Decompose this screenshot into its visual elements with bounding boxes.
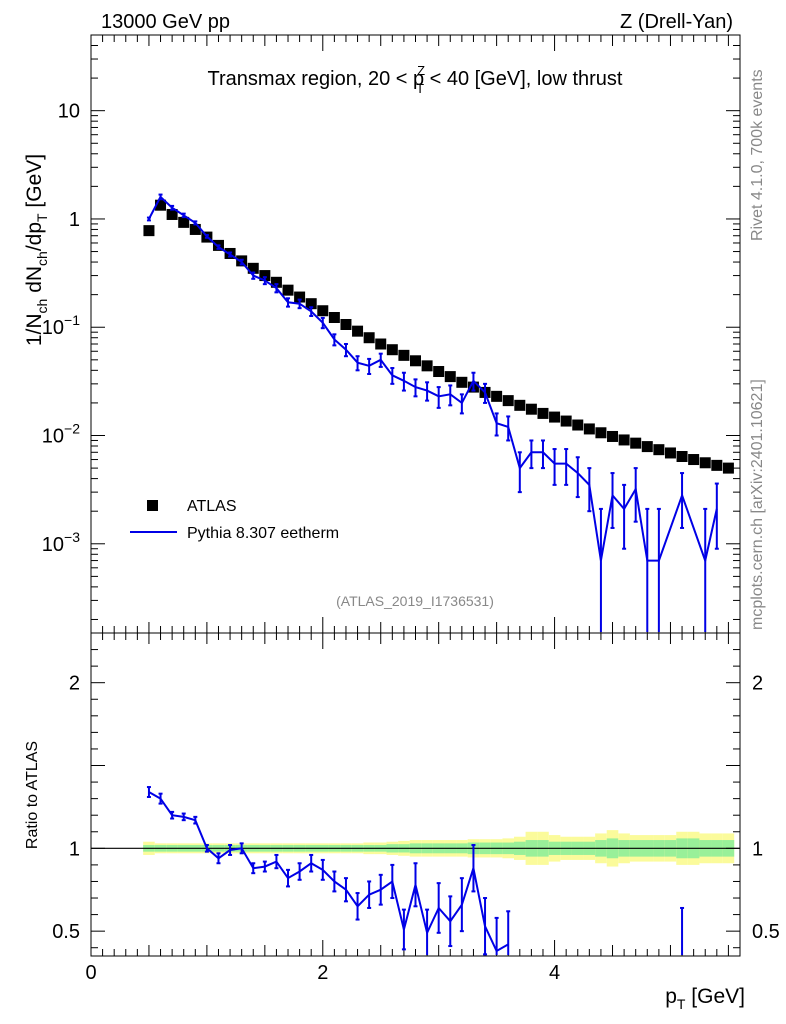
ylabel-part-3: /dp — [23, 222, 46, 251]
main-labels: 10 1 10−1 10−2 10−3 — [42, 101, 80, 556]
atlas-point — [363, 332, 375, 344]
atlas-point — [560, 415, 572, 427]
atlas-point — [328, 312, 340, 324]
atlas-point — [375, 338, 387, 350]
atlas-point — [305, 298, 317, 310]
atlas-point — [491, 390, 503, 402]
xlabel-part-2: [GeV] — [685, 985, 745, 1008]
atlas-point — [247, 262, 259, 274]
atlas-point — [444, 371, 456, 383]
ratio-ytick-label-left: 1 — [69, 838, 80, 860]
ratio-labels: 0 2 4 0.5 0.5 1 1 2 2 — [52, 673, 780, 984]
rivet-label: Rivet 4.1.0, 700k events — [749, 69, 766, 241]
atlas-point — [398, 349, 410, 361]
atlas-point — [572, 419, 584, 431]
atlas-point — [456, 376, 468, 388]
ratio-line — [148, 791, 509, 953]
main-ytick-label: 10−1 — [42, 312, 80, 339]
main-title: Transmax region, 20 < pZ T < 40 [GeV], lo… — [208, 63, 623, 96]
ylabel-part-2: dN — [23, 266, 46, 299]
atlas-point — [166, 208, 178, 220]
atlas-point — [421, 360, 433, 372]
legend: ATLAS Pythia 8.307 eetherm — [130, 498, 339, 542]
atlas-point — [607, 430, 619, 442]
ratio-uncertainty-band — [91, 830, 740, 867]
title-part-2: < 40 [GeV], low thrust — [424, 68, 623, 90]
xtick-label: 4 — [549, 962, 560, 984]
ratio-ytick-label-left: 0.5 — [52, 921, 80, 943]
atlas-point — [711, 459, 723, 471]
header-left: 13000 GeV pp — [101, 11, 230, 33]
atlas-point — [525, 403, 537, 415]
atlas-point — [270, 276, 282, 288]
atlas-point — [583, 423, 595, 435]
atlas-point — [259, 270, 271, 282]
atlas-point — [676, 450, 688, 462]
atlas-point — [641, 441, 653, 453]
legend-label-atlas: ATLAS — [187, 498, 237, 515]
ratio-ticks — [90, 632, 741, 956]
atlas-point — [699, 457, 711, 469]
atlas-point — [514, 399, 526, 411]
mcplots-label: mcplots.cern.ch [arXiv:2401.10621] — [749, 379, 766, 630]
ylabel-sub-3: T — [34, 213, 50, 222]
atlas-point — [433, 366, 445, 378]
ratio-ytick-label-right: 0.5 — [752, 921, 780, 943]
main-ytick-label: 10−2 — [42, 421, 80, 448]
atlas-point — [595, 427, 607, 439]
atlas-point — [352, 325, 364, 337]
ratio-ylabel: Ratio to ATLAS — [24, 741, 41, 849]
header-right: Z (Drell-Yan) — [620, 11, 733, 33]
atlas-point — [189, 223, 201, 235]
xlabel: pT [GeV] — [665, 985, 745, 1012]
main-ylabel: 1/Nch dNch/dpT [GeV] — [23, 154, 50, 346]
atlas-point — [549, 411, 561, 423]
xtick-label: 0 — [85, 962, 96, 984]
atlas-point — [688, 454, 700, 466]
atlas-point — [282, 284, 294, 296]
legend-marker-atlas — [147, 500, 158, 511]
ratio-ytick-label-right: 2 — [752, 673, 763, 695]
main-ytick-label: 10−3 — [42, 529, 80, 556]
ylabel-part-1: 1/N — [23, 313, 46, 346]
title-sub: T — [416, 81, 424, 96]
atlas-point — [155, 199, 167, 211]
ylabel-part-4: [GeV] — [23, 154, 46, 214]
main-panel: 10 1 10−1 10−2 10−3 Transmax region, 20 < pZ… — [23, 34, 741, 634]
atlas-point — [653, 444, 665, 456]
atlas-point — [502, 395, 514, 407]
ratio-ytick-label-left: 2 — [69, 673, 80, 695]
ratio-panel: 0 2 4 0.5 0.5 1 1 2 2 Ratio to ATLAS pT [GeV] — [24, 632, 780, 1012]
title-sup: Z — [417, 63, 425, 78]
atlas-point — [537, 407, 549, 419]
xlabel-sub: T — [677, 996, 686, 1012]
analysis-watermark: (ATLAS_2019_I1736531) — [336, 593, 494, 609]
atlas-point — [722, 462, 734, 474]
title-part-1: Transmax region, 20 < p — [208, 68, 425, 90]
xlabel-part-1: p — [665, 985, 677, 1008]
main-ytick-label: 10 — [58, 101, 80, 123]
atlas-point — [630, 437, 642, 449]
main-ytick-label: 1 — [69, 209, 80, 231]
atlas-point — [317, 305, 329, 317]
ylabel-sub-1: ch — [34, 299, 50, 314]
atlas-point — [664, 447, 676, 459]
legend-label-pythia: Pythia 8.307 eetherm — [187, 525, 339, 542]
atlas-point — [143, 225, 155, 237]
ylabel-sub-2: ch — [34, 251, 50, 266]
ratio-frame — [90, 632, 741, 957]
main-data — [143, 193, 734, 632]
atlas-point — [386, 344, 398, 356]
atlas-point — [340, 318, 352, 330]
xtick-label: 2 — [317, 962, 328, 984]
atlas-point — [178, 216, 190, 228]
atlas-point — [294, 291, 306, 303]
ratio-data — [146, 786, 685, 956]
ratio-ytick-label-right: 1 — [752, 838, 763, 860]
atlas-point — [618, 434, 630, 446]
atlas-point — [410, 355, 421, 367]
